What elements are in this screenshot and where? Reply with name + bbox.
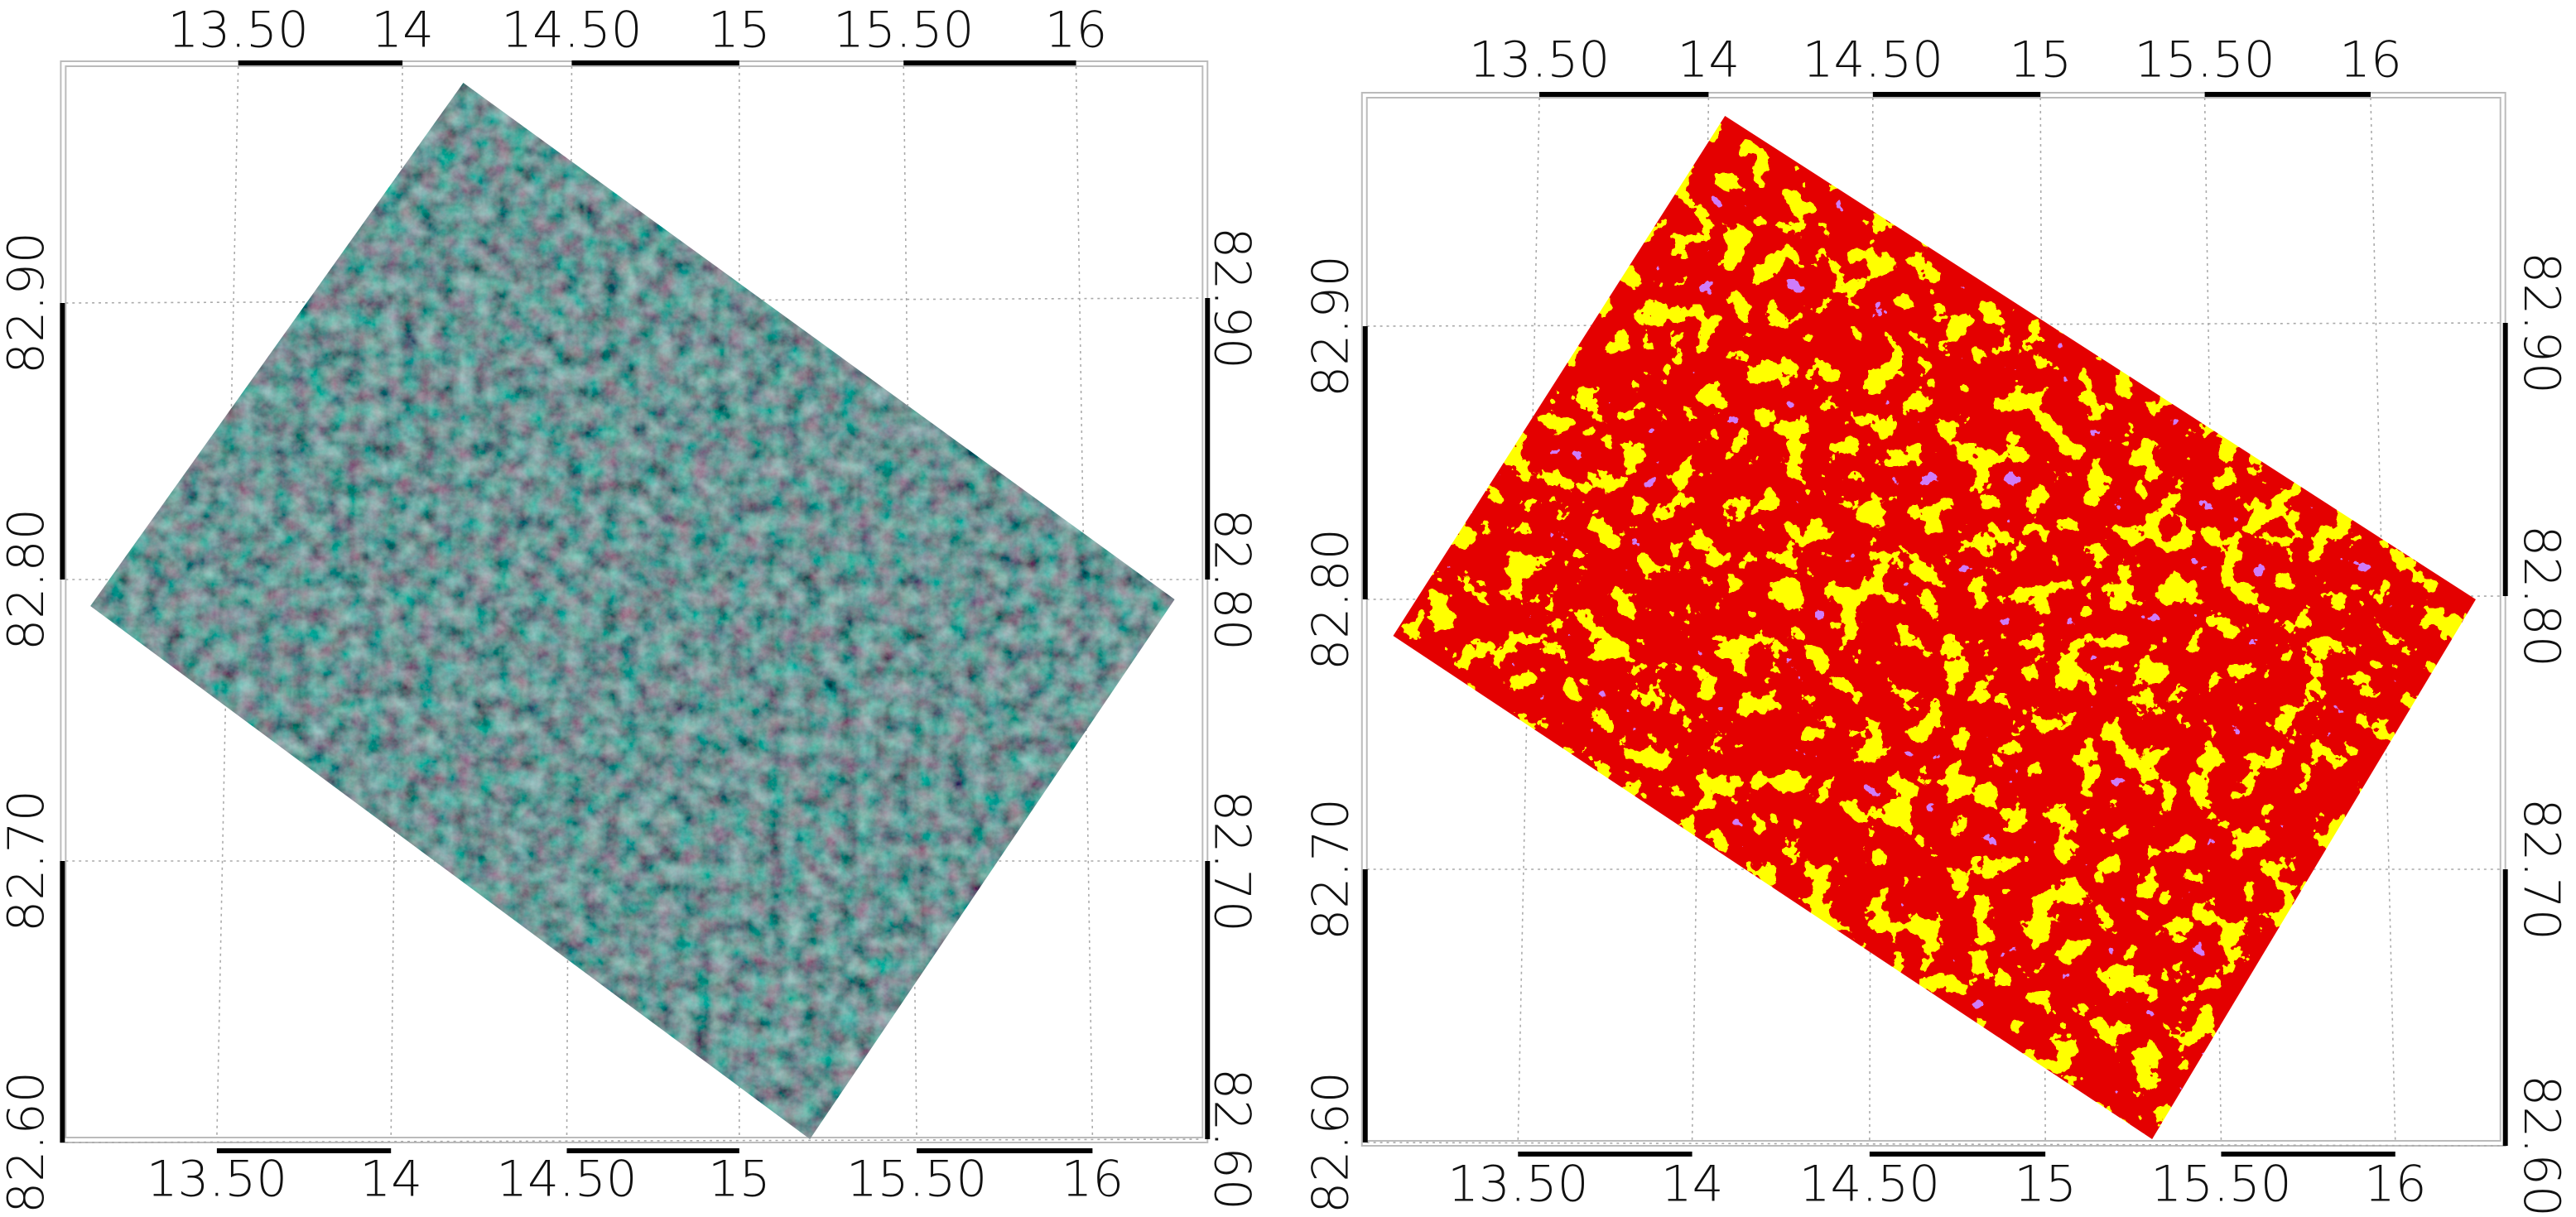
left-tick-label: 82.80: [0, 508, 55, 651]
bottom-tick-label: 14: [1661, 1156, 1724, 1213]
left-tick-label: 82.60: [0, 1071, 55, 1214]
top-tick-label: 15: [2009, 31, 2072, 89]
right-tick-label: 82.60: [2512, 1075, 2569, 1217]
right-tick-label: 82.70: [2512, 798, 2569, 940]
right-tick-label: 82.80: [2512, 525, 2569, 667]
top-tick-label: 16: [2339, 31, 2402, 89]
bottom-tick-label: 15: [708, 1151, 771, 1208]
bottom-tick-label: 15.50: [846, 1151, 987, 1208]
parallel: [1366, 1142, 2501, 1147]
top-tick-label: 15.50: [2134, 31, 2275, 89]
bottom-tick-label: 14: [359, 1151, 422, 1208]
parallel: [65, 1138, 1203, 1143]
classified-image: [1393, 116, 2476, 1139]
frame: [1365, 97, 2501, 1142]
top-tick-label: 14: [371, 2, 434, 59]
satellite-image: [90, 83, 1175, 1139]
right-tick-label: 82.90: [1203, 227, 1260, 369]
left-tick-label: 82.60: [1303, 1071, 1360, 1214]
left-tick-label: 82.90: [1303, 255, 1360, 397]
top-tick-label: 15.50: [833, 2, 974, 59]
top-tick-label: 14.50: [1803, 31, 1943, 89]
top-tick-label: 13.50: [167, 2, 308, 59]
top-tick-label: 14.50: [501, 2, 642, 59]
meridian: [2370, 97, 2396, 1142]
rgb-image: [90, 83, 1175, 1139]
left-tick-label: 82.70: [1303, 798, 1360, 940]
top-tick-label: 15: [708, 2, 771, 59]
bottom-tick-label: 15.50: [2150, 1156, 2291, 1213]
meridian: [1517, 97, 1540, 1142]
right-tick-label: 82.90: [2512, 252, 2569, 394]
bottom-tick-label: 16: [2364, 1156, 2427, 1213]
right-tick-label: 82.70: [1203, 790, 1260, 932]
parallel: [65, 297, 1203, 304]
bottom-tick-label: 14.50: [496, 1151, 637, 1208]
right-tick-label: 82.60: [1203, 1068, 1260, 1210]
right-tick-label: 82.80: [1203, 508, 1260, 651]
top-tick-label: 13.50: [1469, 31, 1610, 89]
bottom-tick-label: 13.50: [1447, 1156, 1588, 1213]
left-tick-label: 82.90: [0, 232, 55, 374]
top-tick-label: 14: [1678, 31, 1741, 89]
bottom-tick-label: 14.50: [1799, 1156, 1940, 1213]
left-tick-label: 82.80: [1303, 528, 1360, 671]
class-image: [1393, 116, 2476, 1139]
bottom-tick-label: 16: [1062, 1151, 1124, 1208]
frame: [65, 65, 1204, 1138]
left-tick-label: 82.70: [0, 790, 55, 932]
top-tick-label: 16: [1045, 2, 1108, 59]
bottom-tick-label: 13.50: [147, 1151, 287, 1208]
bottom-tick-label: 15: [2014, 1156, 2077, 1213]
